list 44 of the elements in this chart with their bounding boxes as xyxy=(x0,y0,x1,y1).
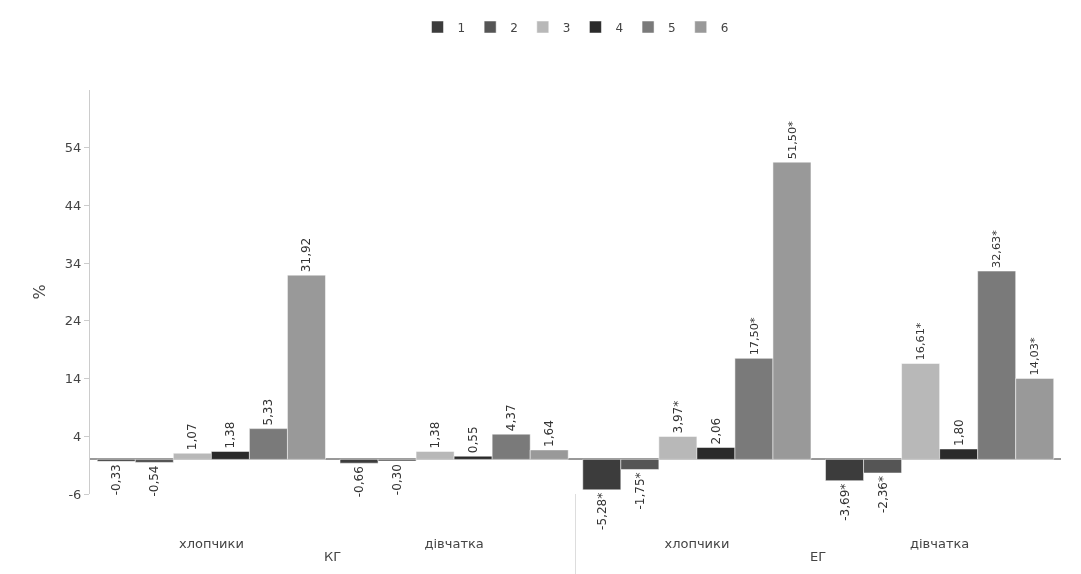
y-tick-label: -6 xyxy=(68,486,82,502)
y-tick-label: 54 xyxy=(64,140,82,156)
y-axis-title: % xyxy=(29,284,49,300)
data-label: 14,03* xyxy=(1028,337,1042,376)
x-tick-label: хлопчики xyxy=(664,536,730,551)
data-label: 32,63* xyxy=(990,229,1004,269)
y-tick-label: 24 xyxy=(64,313,82,329)
data-label: -0,33 xyxy=(109,464,124,496)
data-label: -3,69* xyxy=(837,483,852,521)
y-tick-label: 4 xyxy=(73,428,82,444)
legend-label: 2 xyxy=(510,20,518,35)
data-label: 51,50* xyxy=(785,120,799,160)
data-label: 17,50* xyxy=(747,317,761,356)
data-label: 1,64 xyxy=(542,420,557,447)
legend-label: 4 xyxy=(615,20,624,35)
data-label: 16,61* xyxy=(914,322,928,361)
data-label: 2,06 xyxy=(708,417,723,445)
x-tick-label: хлопчики xyxy=(178,536,244,551)
legend-label: 5 xyxy=(668,20,676,35)
text: КГ xyxy=(324,549,342,564)
data-label: 1,80 xyxy=(951,419,966,446)
data-label: 1,38 xyxy=(428,421,443,449)
data-label: -2,36* xyxy=(875,475,890,514)
y-tick-label: 34 xyxy=(64,255,82,271)
legend-label: 6 xyxy=(720,20,729,35)
legend-label: 3 xyxy=(562,20,571,35)
text: ЕГ xyxy=(810,549,827,564)
data-label: 4,37 xyxy=(504,404,519,432)
data-label: -1,75* xyxy=(632,472,647,510)
legend-label: 1 xyxy=(457,20,466,35)
data-label: 1,38 xyxy=(223,421,238,449)
y-tick-label: 44 xyxy=(64,197,82,213)
data-label: 3,97* xyxy=(670,400,685,434)
data-label: -0,66 xyxy=(352,466,367,498)
y-tick-label: 14 xyxy=(64,371,82,387)
data-label: 0,55 xyxy=(466,426,481,454)
data-label: 31,92 xyxy=(299,237,314,273)
data-label: 5,33 xyxy=(261,398,276,426)
data-label: -0,54 xyxy=(147,465,162,497)
data-label: 1,07 xyxy=(185,423,200,451)
x-tick-label: дівчатка xyxy=(909,536,970,551)
data-label: -0,30 xyxy=(390,464,405,496)
data-label: -5,28* xyxy=(594,492,609,530)
x-tick-label: дівчатка xyxy=(424,536,484,551)
